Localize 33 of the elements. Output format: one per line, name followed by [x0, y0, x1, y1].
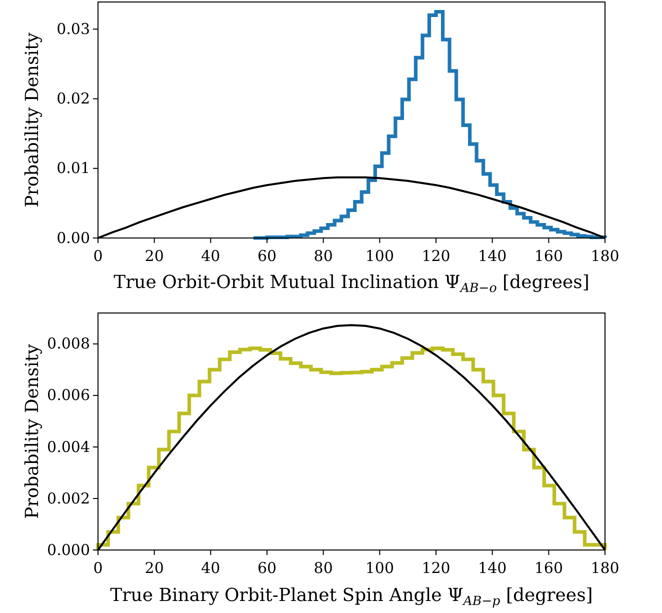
y-tick-label: 0.02: [56, 90, 90, 108]
x-tick-label: 100: [365, 559, 394, 577]
x-tick-label: 80: [314, 559, 333, 577]
y-tick-label: 0.000: [47, 540, 90, 559]
y-tick-label: 0.002: [47, 489, 90, 508]
x-tick-label: 160: [534, 247, 563, 265]
x-tick-label: 120: [422, 247, 450, 265]
x-tick-label: 0: [93, 247, 103, 265]
y-axis-title: Probability Density: [22, 32, 43, 208]
x-tick-label: 140: [478, 247, 507, 265]
x-tick-label: 60: [257, 247, 277, 265]
y-tick-label: 0.004: [47, 438, 90, 456]
y-tick-label: 0.008: [47, 334, 90, 353]
y-tick-label: 0.00: [56, 228, 90, 247]
x-tick-label: 160: [534, 559, 563, 577]
x-tick-label: 20: [144, 247, 164, 265]
x-tick-label: 60: [257, 559, 277, 577]
y-tick-label: 0.01: [56, 159, 90, 178]
x-tick-label: 0: [93, 559, 103, 577]
y-axis-title: Probability Density: [22, 343, 43, 519]
x-tick-label: 40: [201, 559, 220, 577]
y-tick-label: 0.006: [47, 386, 90, 404]
x-tick-label: 120: [422, 559, 450, 577]
x-tick-label: 180: [590, 559, 620, 577]
y-tick-label: 0.03: [56, 20, 90, 38]
x-tick-label: 40: [201, 247, 220, 265]
x-tick-label: 100: [365, 247, 394, 265]
x-tick-label: 140: [478, 559, 507, 577]
x-axis-title: True Orbit-Orbit Mutual Inclination Ψ$_{AB−o}$ [degrees]: [114, 272, 590, 295]
x-tick-label: 80: [314, 247, 333, 265]
x-tick-label: 180: [590, 247, 620, 265]
x-axis-title: True Binary Orbit-Planet Spin Angle Ψ$_{AB−p}$ [degrees]: [110, 585, 593, 608]
x-tick-label: 20: [144, 559, 164, 577]
